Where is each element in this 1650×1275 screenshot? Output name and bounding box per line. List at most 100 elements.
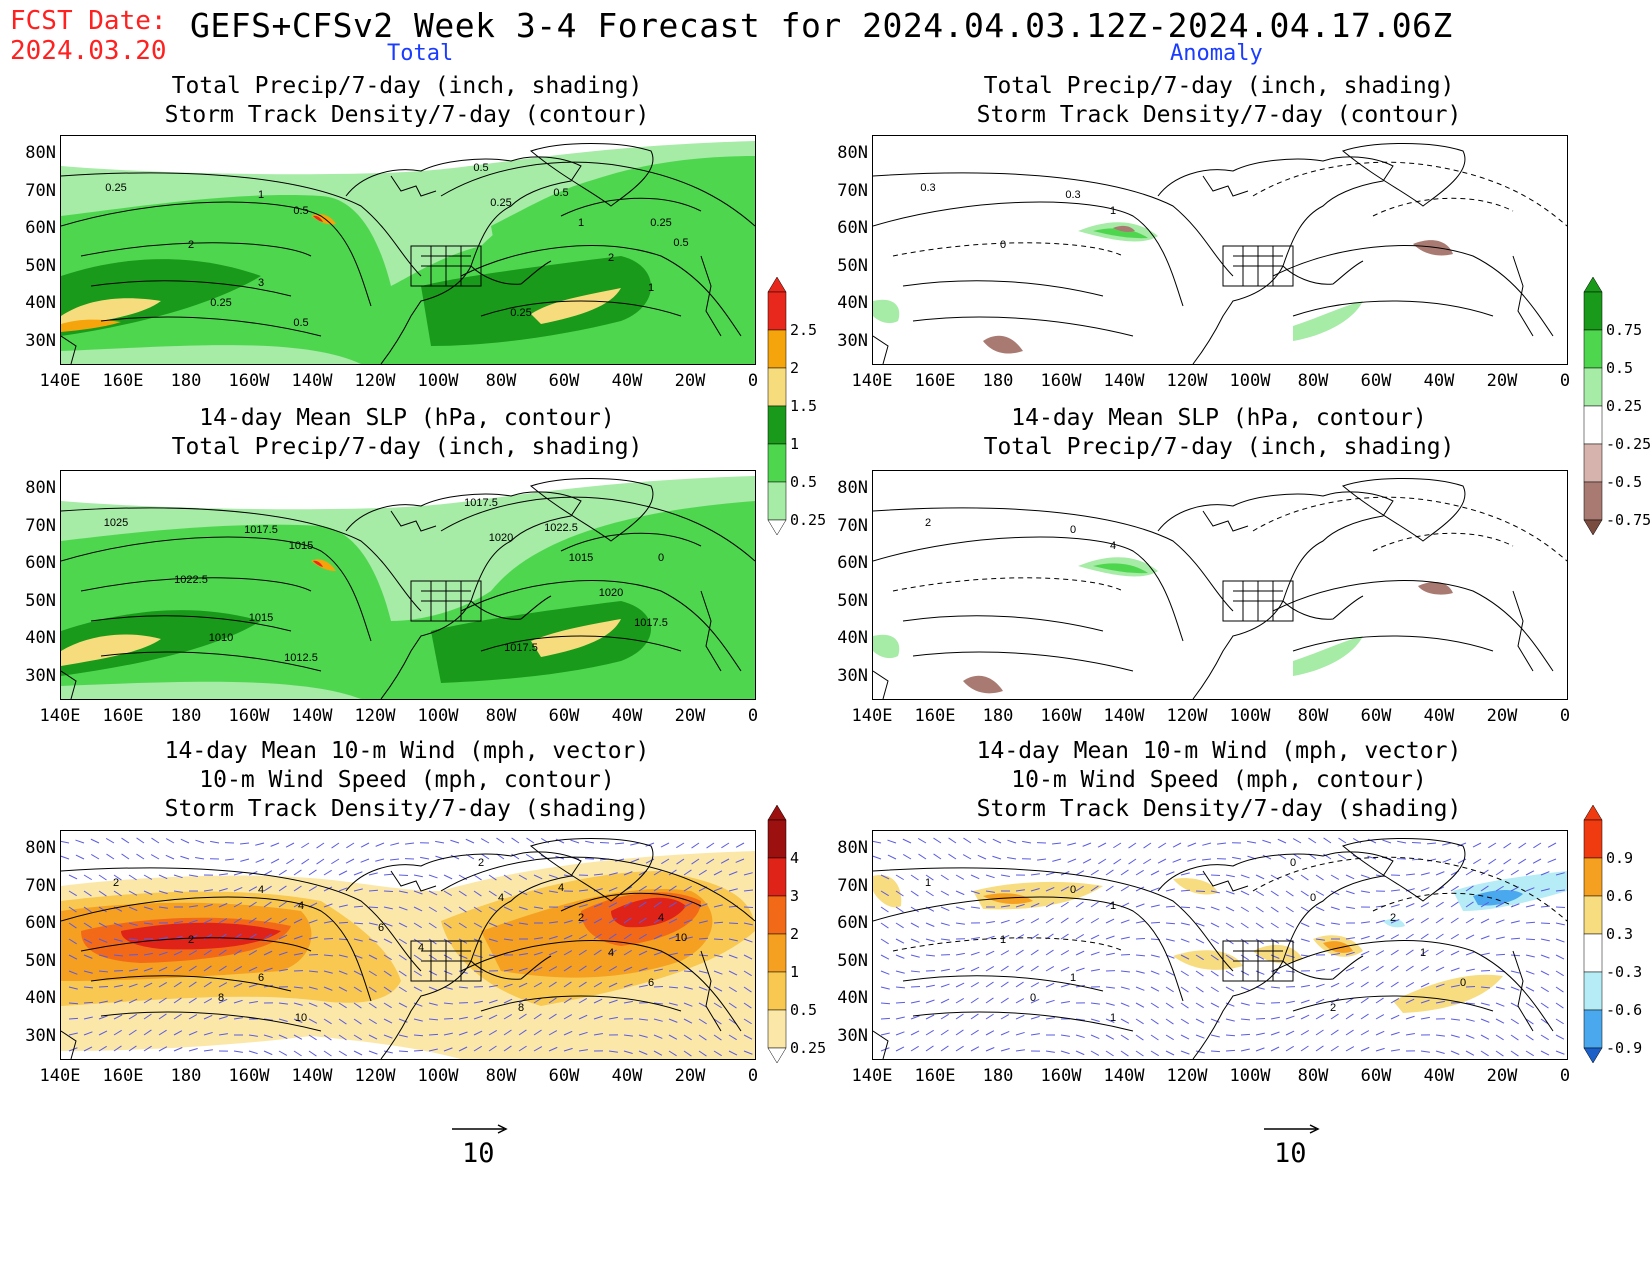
shading-region [1093,228,1148,239]
latitude-label: 60N [837,553,868,573]
wind-vector [1150,904,1160,908]
longitude-label: 180 [982,1066,1014,1086]
wind-vector [1045,917,1054,924]
longitude-label: 20W [1486,706,1518,726]
contour-label: 1010 [209,632,233,644]
wind-vector [1405,949,1414,956]
contour-line [873,507,1234,612]
wind-vector [518,890,528,896]
wind-vector [293,935,303,940]
wind-vector [323,1002,333,1008]
wind-vector [918,853,927,860]
longitude-label: 40W [1423,706,1455,726]
wind-vector [1120,1002,1130,1007]
wind-vector [113,938,123,942]
wind-vector [1495,869,1504,876]
wind-vector [240,858,250,862]
coastline [421,941,471,981]
longitude-label: 100W [417,1066,459,1086]
contour-label: 10 [675,932,687,944]
wind-vector [113,1045,122,1052]
wind-vector [428,938,437,945]
coastline [1341,478,1466,542]
wind-vector [233,966,243,972]
wind-vector [638,933,647,940]
wind-vector [83,954,93,959]
wind-vector [728,871,738,876]
wind-vector [1390,1014,1400,1020]
wind-vector [743,872,753,876]
wind-vector [68,1032,78,1036]
wind-vector [1495,1034,1504,1041]
wind-vector [143,952,153,956]
wind-vector [910,906,919,913]
wind-vector [353,922,364,925]
colorbar-label: -0.6 [1606,1001,1643,1019]
wind-vector [338,954,348,958]
wind-vector [1360,890,1370,894]
wind-vector [1143,858,1152,865]
wind-vector [1232,856,1242,860]
shading-region [1413,240,1453,256]
wind-vector [955,952,965,956]
longitude-label: 180 [170,1066,202,1086]
wind-vector [1255,890,1264,897]
wind-vector [1128,858,1137,865]
wind-vector [353,888,363,892]
contour-line [90,280,292,297]
wind-vector [1045,902,1055,908]
coastline [1202,510,1249,532]
contour-line [912,316,1134,337]
wind-vector [1150,1002,1159,1009]
wind-vector [83,986,94,989]
longitude-label: 40W [1423,1066,1455,1086]
wind-vector [1285,906,1294,913]
longitude-label: 80W [485,371,517,391]
wind-vector [1105,952,1115,956]
colorbar-label: 1 [790,963,800,981]
wind-vector [1465,934,1475,940]
wind-vector [1495,936,1505,940]
wind-vector [880,986,890,990]
wind-vector [1285,1000,1295,1004]
wind-vector [895,986,906,989]
wind-vector [1150,970,1160,975]
contour-line [61,896,372,1002]
contour-label: 6 [648,977,654,989]
wind-vector [1105,986,1115,989]
wind-vector [1390,998,1400,1004]
wind-vector [1210,970,1219,977]
colorbar-swatch [767,971,787,1011]
latitude-label: 40N [25,293,56,313]
wind-vector [1323,837,1332,844]
wind-vector [1180,922,1190,926]
panel-title-p2: Total Precip/7-day (inch, shading) Storm … [976,73,1462,128]
wind-vector [1360,950,1370,956]
wind-vector [706,858,715,865]
contour-line [892,242,1124,257]
wind-vector [1465,917,1474,924]
wind-vector [128,874,137,881]
wind-vector [985,1030,995,1036]
wind-vector [503,1045,512,1052]
wind-vector [1045,872,1055,876]
wind-vector [1345,937,1355,940]
wind-vector [1405,1015,1415,1020]
wind-vector [1217,842,1227,845]
wind-vector [1315,922,1325,927]
wind-vector [308,1034,317,1041]
wind-vector [683,936,693,940]
contour-line [61,172,422,277]
wind-vector [428,1048,438,1052]
wind-vector [940,874,949,881]
wind-vector [1030,902,1040,908]
wind-vector [1165,970,1175,976]
wind-vector [887,839,897,844]
wind-vector [1120,1034,1129,1041]
wind-vector [1480,885,1489,892]
colorbar-storm-anomaly: 0.9 0.6 0.3 -0.3 -0.6 -0.9 [1582,804,1642,1067]
wind-vector [375,842,385,847]
wind-vector [1345,982,1355,988]
